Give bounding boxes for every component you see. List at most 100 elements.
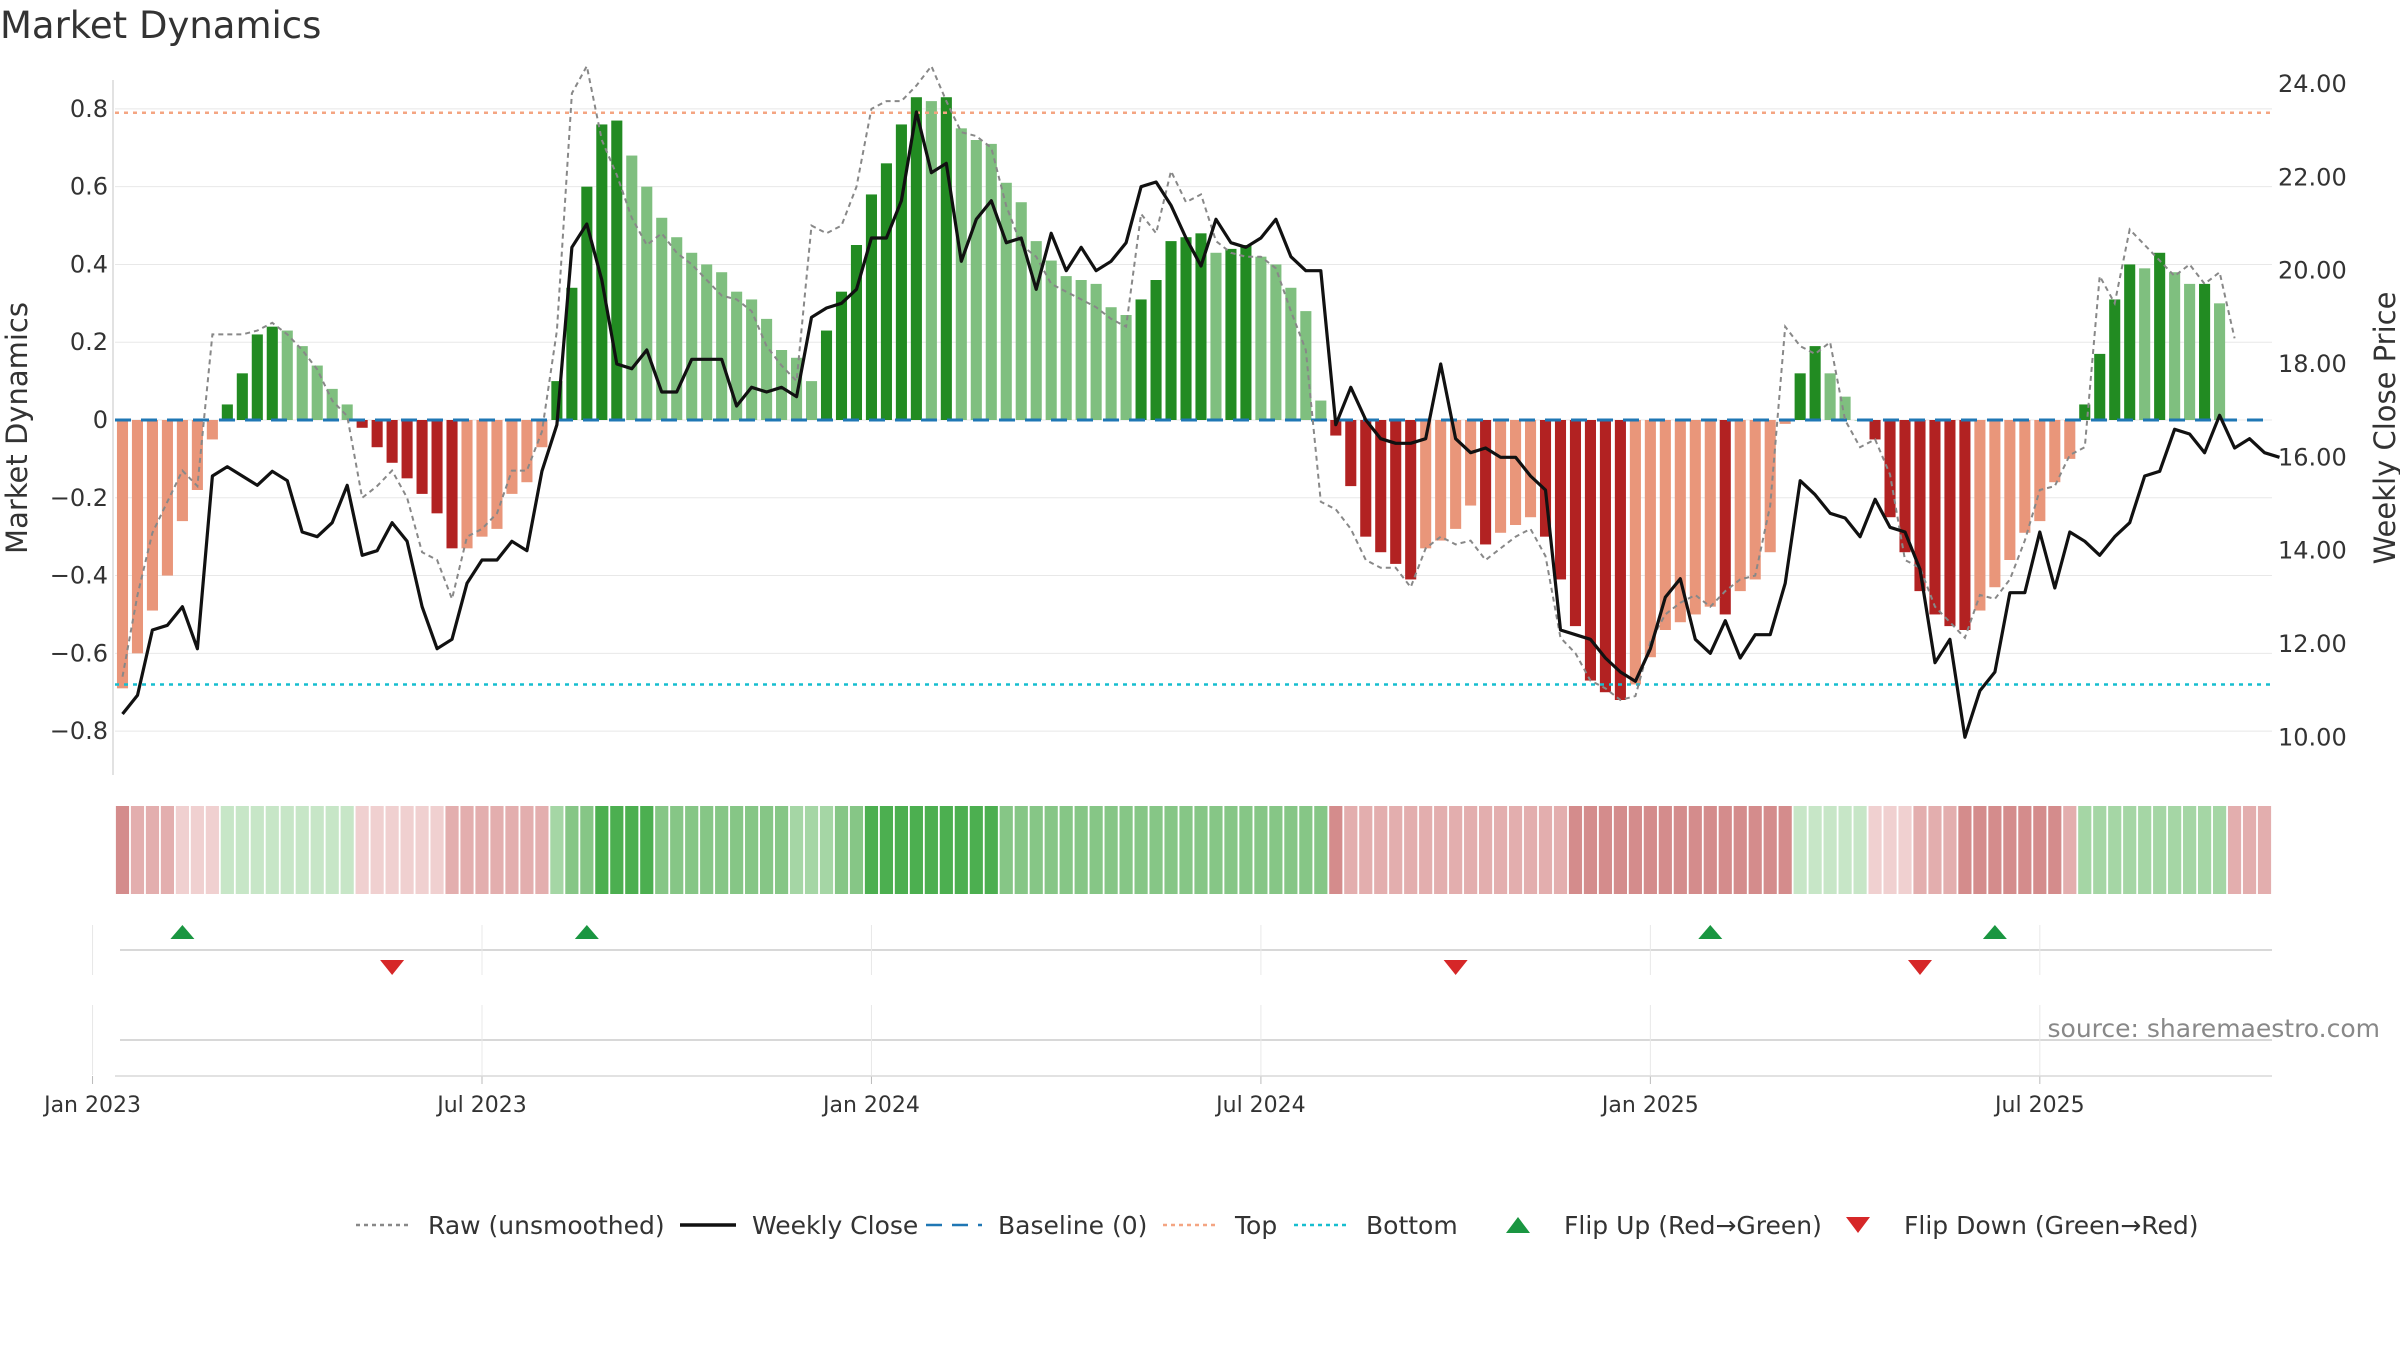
heat-cell	[550, 806, 564, 894]
dynamics-bar	[1240, 245, 1252, 420]
dynamics-bar	[1629, 420, 1641, 685]
dynamics-bar	[1480, 420, 1492, 545]
heat-cell	[280, 806, 294, 894]
y2-tick-label: 24.00	[2278, 70, 2347, 98]
dynamics-bar	[1524, 420, 1537, 518]
heat-cell	[1673, 806, 1687, 894]
y-tick-label: 0.2	[70, 328, 108, 356]
dynamics-bar	[2199, 283, 2211, 420]
dynamics-bar	[2214, 303, 2226, 420]
dynamics-bar	[820, 330, 833, 420]
heat-cell	[1134, 806, 1148, 894]
dynamics-bar	[671, 237, 683, 420]
legend-swatch	[1506, 1217, 1530, 1233]
dynamics-bar	[1869, 420, 1881, 440]
y2-tick-label: 14.00	[2278, 537, 2347, 565]
legend-label: Flip Up (Red→Green)	[1564, 1211, 1822, 1240]
dynamics-bar	[865, 194, 877, 420]
lines-layer	[115, 63, 2280, 739]
dynamics-bar	[746, 299, 758, 420]
heat-cell	[1943, 806, 1957, 894]
flip-up-marker	[574, 925, 599, 939]
heat-cell	[909, 806, 923, 894]
dynamics-bar	[940, 97, 952, 420]
legend-label: Raw (unsmoothed)	[428, 1211, 665, 1240]
dynamics-bar	[2109, 299, 2121, 420]
heat-cell	[1074, 806, 1088, 894]
dynamics-bar	[1839, 396, 1851, 420]
dynamics-bar	[955, 128, 967, 421]
dynamics-bar	[1270, 264, 1282, 420]
dynamics-bar	[506, 420, 518, 494]
heat-cell	[1209, 806, 1223, 894]
dynamics-bar	[1584, 420, 1596, 681]
heat-cell	[730, 806, 744, 894]
dynamics-bar	[1135, 299, 1147, 420]
heat-cell	[1269, 806, 1283, 894]
dynamics-bar	[1659, 420, 1671, 630]
dynamics-bar	[1360, 420, 1372, 537]
dynamics-bar	[1180, 237, 1192, 420]
heat-cell	[1419, 806, 1433, 894]
heat-cell	[1464, 806, 1478, 894]
dynamics-bar	[1614, 420, 1626, 700]
dynamics-bar	[446, 420, 458, 549]
dynamics-bar	[566, 287, 578, 420]
dynamics-bar	[1225, 248, 1237, 420]
heat-cell	[1449, 806, 1463, 894]
heat-cell	[1523, 806, 1538, 894]
heat-cell	[2242, 806, 2257, 894]
heat-cell	[355, 806, 369, 894]
heat-cell	[1404, 806, 1418, 894]
dynamics-bar	[1689, 420, 1701, 615]
heat-cell	[1598, 806, 1613, 894]
x-tick-label: Jan 2023	[42, 1093, 141, 1118]
heat-cell	[1059, 806, 1073, 894]
heat-cell	[250, 806, 264, 894]
heat-cell	[535, 806, 549, 894]
heat-cell	[1493, 806, 1508, 894]
dynamics-bar	[146, 420, 158, 611]
dynamics-bar	[1929, 420, 1941, 615]
legend-label: Bottom	[1366, 1211, 1458, 1240]
heat-cell	[1104, 806, 1118, 894]
dynamics-bar	[1165, 241, 1177, 420]
heat-cell	[1359, 806, 1373, 894]
legend-swatch	[1846, 1217, 1870, 1233]
dynamics-bar	[386, 420, 398, 463]
dynamics-bar	[716, 272, 728, 420]
dynamics-bar	[910, 97, 922, 420]
heat-cell	[984, 806, 998, 894]
dynamics-bar	[581, 186, 593, 420]
dynamics-bar	[281, 330, 293, 420]
dynamics-bar	[1944, 420, 1956, 627]
heat-cell	[1179, 806, 1193, 894]
dynamics-bar	[1015, 202, 1027, 420]
flip-down-marker	[1907, 960, 1932, 975]
heat-cell	[774, 806, 789, 894]
dynamics-bar	[1000, 182, 1012, 420]
dynamics-bar	[1749, 420, 1761, 580]
y-tick-label: −0.6	[50, 639, 108, 667]
heat-cell	[295, 806, 309, 894]
heat-cell	[1868, 806, 1882, 894]
dynamics-bar	[461, 420, 473, 549]
heat-cell	[1823, 806, 1837, 894]
dynamics-bar	[985, 143, 997, 420]
dynamics-bar	[1075, 280, 1087, 420]
heat-cell	[610, 806, 624, 894]
dynamics-bar	[1375, 420, 1387, 553]
heat-cell	[804, 806, 819, 894]
dynamics-bar	[1959, 420, 1971, 630]
heat-cell	[1928, 806, 1942, 894]
heat-cell	[1703, 806, 1717, 894]
dynamics-bar	[2139, 268, 2151, 420]
y-tick-label: 0.4	[70, 250, 108, 278]
heat-cell	[1014, 806, 1028, 894]
y2-tick-label: 12.00	[2278, 630, 2347, 658]
dynamics-bar	[1195, 233, 1207, 420]
dynamics-bar	[1599, 420, 1611, 693]
y2-axis-title: Weekly Close Price	[2368, 292, 2400, 565]
dynamics-bar	[1030, 241, 1042, 420]
dynamics-bar	[1390, 420, 1402, 564]
